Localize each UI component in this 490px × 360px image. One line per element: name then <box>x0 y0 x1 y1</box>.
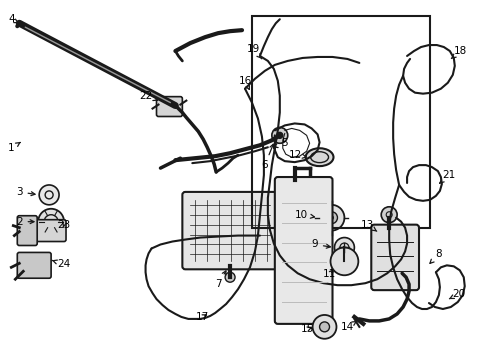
Text: 7: 7 <box>215 271 226 289</box>
Circle shape <box>318 205 344 231</box>
Text: 9: 9 <box>311 239 330 249</box>
Text: 8: 8 <box>430 249 442 264</box>
Circle shape <box>319 322 329 332</box>
Text: 4: 4 <box>8 14 18 24</box>
Text: 3: 3 <box>16 187 35 197</box>
Text: 17: 17 <box>196 312 209 322</box>
Text: 6: 6 <box>262 144 273 170</box>
Circle shape <box>329 215 334 220</box>
FancyBboxPatch shape <box>182 192 278 269</box>
FancyBboxPatch shape <box>275 177 333 324</box>
Text: 16: 16 <box>238 76 252 90</box>
Text: 2: 2 <box>16 217 34 227</box>
Circle shape <box>225 272 235 282</box>
Text: 10: 10 <box>295 210 315 220</box>
FancyBboxPatch shape <box>371 225 419 290</box>
FancyBboxPatch shape <box>17 252 51 278</box>
Circle shape <box>39 185 59 205</box>
Text: 5: 5 <box>274 138 288 148</box>
Circle shape <box>325 212 338 224</box>
Text: 14: 14 <box>341 321 357 332</box>
FancyBboxPatch shape <box>17 216 37 246</box>
Text: 11: 11 <box>323 269 336 279</box>
FancyBboxPatch shape <box>156 96 182 117</box>
Text: 22: 22 <box>139 91 158 101</box>
Text: 1: 1 <box>8 143 20 153</box>
Circle shape <box>38 209 64 235</box>
Circle shape <box>381 207 397 223</box>
Circle shape <box>335 238 354 257</box>
Text: 20: 20 <box>449 289 466 299</box>
Text: 13: 13 <box>361 220 377 231</box>
Ellipse shape <box>306 148 334 166</box>
Circle shape <box>272 127 288 143</box>
Bar <box>252 16 430 228</box>
Text: 15: 15 <box>301 324 314 334</box>
Text: 21: 21 <box>440 170 456 183</box>
Text: 24: 24 <box>52 259 71 269</box>
Circle shape <box>331 247 358 275</box>
Text: 18: 18 <box>451 46 467 59</box>
Circle shape <box>277 132 283 138</box>
Text: 12: 12 <box>289 150 306 160</box>
Text: 19: 19 <box>246 44 262 59</box>
Text: 23: 23 <box>57 220 71 230</box>
FancyBboxPatch shape <box>27 220 66 242</box>
Circle shape <box>313 315 337 339</box>
